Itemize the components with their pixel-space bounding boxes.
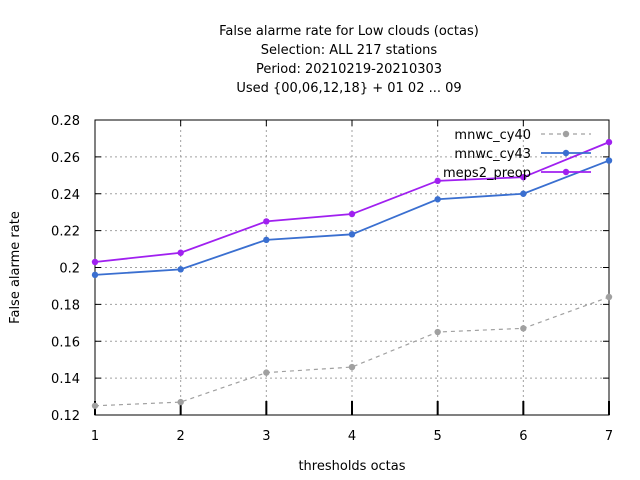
- y-tick-label: 0.14: [51, 372, 80, 387]
- chart-title-line: Selection: ALL 217 stations: [261, 43, 438, 58]
- x-tick-label: 3: [262, 429, 270, 444]
- data-point-mnwc_cy40: [263, 369, 270, 376]
- chart-title-line: False alarme rate for Low clouds (octas): [219, 24, 479, 39]
- x-tick-label: 4: [348, 429, 356, 444]
- data-point-mnwc_cy40: [348, 363, 356, 371]
- data-point-mnwc_cy40: [177, 398, 184, 406]
- data-point-mnwc_cy43: [605, 157, 613, 164]
- y-tick-label: 0.24: [51, 188, 80, 203]
- data-point-meps2_preop: [263, 218, 270, 225]
- data-point-mnwc_cy43: [520, 190, 527, 197]
- data-point-meps2_preop: [177, 249, 184, 256]
- data-point-meps2_preop: [434, 177, 441, 185]
- data-point-mnwc_cy43: [263, 236, 270, 244]
- legend-label: mnwc_cy40: [454, 128, 531, 143]
- chart-title-line: Used {00,06,12,18} + 01 02 ... 09: [236, 81, 461, 96]
- y-tick-label: 0.2: [59, 262, 80, 277]
- y-tick-label: 0.12: [51, 409, 80, 424]
- data-point-meps2_preop: [605, 138, 613, 146]
- data-point-mnwc_cy40: [605, 293, 613, 301]
- y-tick-label: 0.16: [51, 335, 80, 350]
- data-point-mnwc_cy43: [348, 231, 356, 238]
- legend-marker: [562, 130, 570, 138]
- legend-label: mnwc_cy43: [454, 147, 531, 162]
- data-point-mnwc_cy43: [91, 271, 99, 279]
- grid: [95, 120, 609, 415]
- data-point-meps2_preop: [520, 173, 527, 181]
- x-tick-label: 7: [605, 429, 613, 444]
- x-tick-label: 2: [177, 429, 185, 444]
- data-point-meps2_preop: [348, 210, 356, 218]
- y-tick-label: 0.18: [51, 298, 80, 313]
- data-point-mnwc_cy40: [434, 328, 441, 336]
- x-tick-label: 5: [434, 429, 442, 444]
- legend-label: meps2_preop: [443, 166, 531, 181]
- axis-ticks: 0.12 0.14 0.16 0.18 0.2 0.22 0.24 0.26 0.28 1 2 3 4 5…: [51, 114, 613, 444]
- y-axis-label: False alarme rate: [8, 211, 23, 324]
- series-line-mnwc_cy43: [94, 159, 610, 276]
- chart-title-line: Period: 20210219-20210303: [256, 62, 442, 77]
- y-tick-label: 0.26: [51, 151, 80, 166]
- legend-marker: [562, 149, 570, 157]
- data-point-meps2_preop: [91, 258, 99, 266]
- y-tick-label: 0.28: [51, 114, 80, 129]
- y-tick-label: 0.22: [51, 225, 80, 240]
- data-point-mnwc_cy40: [520, 325, 527, 332]
- data-point-mnwc_cy43: [177, 266, 184, 273]
- x-tick-label: 6: [519, 429, 527, 444]
- series: [91, 138, 613, 409]
- data-point-mnwc_cy40: [91, 402, 99, 409]
- x-tick-label: 1: [91, 429, 99, 444]
- x-axis-label: thresholds octas: [298, 459, 405, 474]
- legend-marker: [562, 168, 570, 176]
- chart-title: False alarme rate for Low clouds (octas)…: [219, 24, 479, 96]
- data-point-mnwc_cy43: [434, 196, 441, 203]
- legend: mnwc_cy40 mnwc_cy43 meps2_preop: [443, 128, 591, 181]
